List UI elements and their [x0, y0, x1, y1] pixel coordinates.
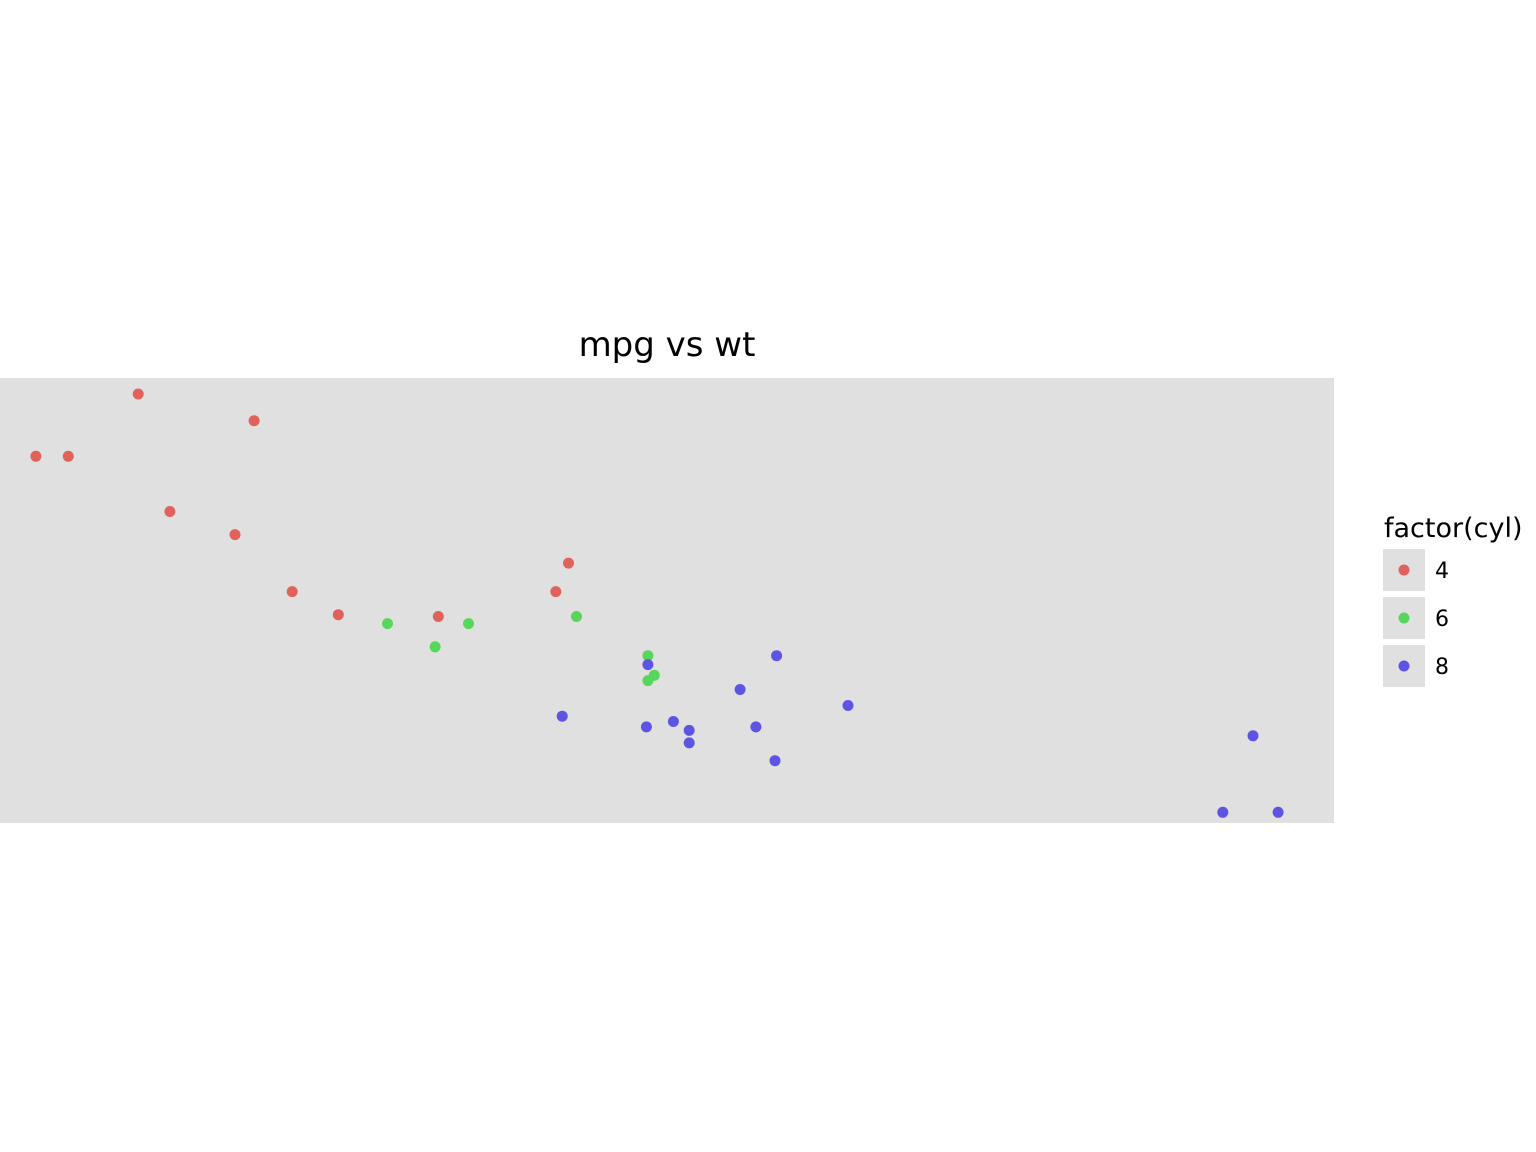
legend-label-6: 6: [1435, 607, 1449, 632]
legend-marker-6: [1398, 612, 1410, 624]
legend-label-8: 8: [1435, 655, 1449, 680]
legend-label-4: 4: [1435, 559, 1449, 584]
plot-panel: [0, 378, 1334, 823]
data-point-cyl-4-1: [286, 586, 298, 598]
data-point-cyl-8-8: [1247, 730, 1259, 742]
data-point-cyl-4-11: [432, 611, 444, 622]
data-point-cyl-8-10: [640, 721, 652, 733]
data-point-cyl-6-1: [382, 618, 393, 630]
data-point-cyl-6-2: [463, 618, 474, 630]
legend-marker-8: [1398, 660, 1410, 672]
data-point-cyl-6-3: [571, 611, 582, 622]
legend-title: factor(cyl): [1384, 513, 1523, 544]
data-point-cyl-8-13: [556, 710, 568, 722]
data-point-cyl-8-3: [842, 700, 854, 711]
data-point-cyl-4-3: [550, 586, 562, 598]
data-point-cyl-6-5: [642, 650, 654, 662]
data-point-cyl-4-5: [62, 450, 74, 462]
data-point-cyl-8-6: [1217, 806, 1229, 818]
data-point-cyl-4-2: [563, 557, 574, 569]
data-point-cyl-4-6: [132, 388, 144, 400]
data-point-cyl-8-12: [771, 650, 783, 662]
data-point-cyl-4-10: [30, 450, 42, 462]
data-point-cyl-8-4: [734, 684, 746, 695]
data-point-cyl-8-5: [750, 721, 762, 733]
data-point-cyl-4-7: [332, 609, 344, 621]
data-point-cyl-6-6: [642, 675, 654, 687]
data-point-cyl-6-7: [429, 641, 441, 653]
data-point-cyl-8-2: [683, 737, 695, 749]
data-point-cyl-8-11: [769, 755, 781, 767]
legend-marker-4: [1398, 564, 1410, 576]
data-point-cyl-4-4: [248, 415, 260, 427]
data-point-cyl-4-8: [164, 506, 176, 517]
chart-title: mpg vs wt: [579, 325, 756, 365]
data-points: [30, 388, 1284, 818]
data-point-cyl-8-14: [683, 724, 695, 736]
data-point-cyl-4-9: [229, 529, 241, 541]
data-point-cyl-8-7: [1272, 806, 1284, 818]
data-point-cyl-8-9: [667, 716, 679, 727]
data-point-cyl-8-1: [642, 659, 654, 671]
legend: 4 6 8: [1383, 549, 1449, 687]
